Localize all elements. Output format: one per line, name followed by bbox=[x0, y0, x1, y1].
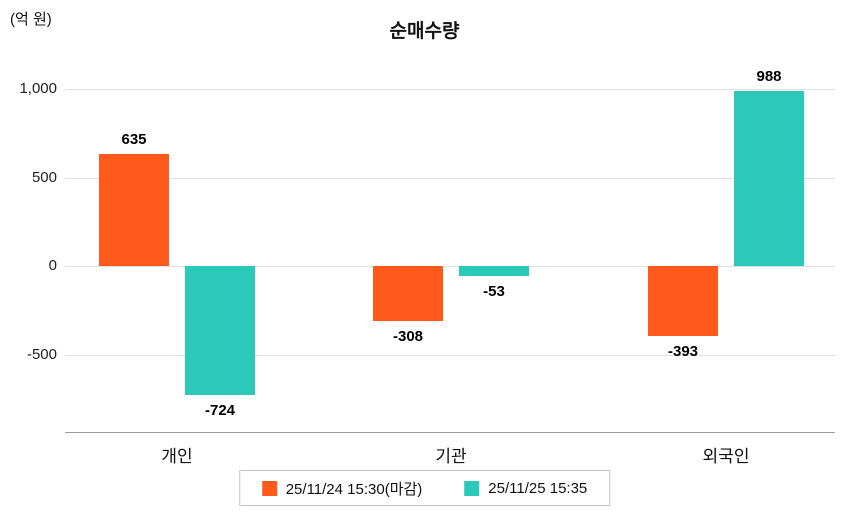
x-axis-label: 개인 bbox=[161, 447, 193, 466]
gridline bbox=[65, 266, 835, 268]
x-axis-label: 기관 bbox=[435, 447, 467, 466]
y-tick-label: -500 bbox=[26, 346, 57, 363]
bar bbox=[99, 153, 169, 267]
legend-item: 25/11/24 15:30(마감) bbox=[261, 478, 423, 499]
y-tick-label: 500 bbox=[31, 168, 57, 186]
bar bbox=[648, 266, 718, 337]
x-axis-label: 외국인 bbox=[702, 447, 750, 466]
y-tick-label: 0 bbox=[48, 257, 57, 275]
y-tick-label: 1,000 bbox=[19, 80, 57, 97]
legend-swatch bbox=[261, 480, 277, 496]
chart-title: 순매수량 bbox=[389, 21, 460, 42]
value-label: -393 bbox=[667, 343, 699, 361]
value-label: -724 bbox=[204, 401, 236, 419]
value-label: -53 bbox=[483, 282, 505, 300]
legend-label: 25/11/25 15:35 bbox=[488, 479, 588, 497]
legend-item: 25/11/25 15:35 bbox=[464, 480, 587, 497]
gridline bbox=[65, 177, 835, 179]
value-label: 635 bbox=[121, 130, 147, 148]
bar bbox=[185, 266, 255, 395]
bar bbox=[734, 91, 804, 267]
legend-label: 25/11/24 15:30(마감) bbox=[285, 480, 423, 498]
bar bbox=[459, 266, 529, 276]
value-label: -308 bbox=[392, 327, 424, 345]
gridline bbox=[65, 355, 835, 356]
y-axis-unit-label: (억 원) bbox=[10, 11, 52, 28]
legend-swatch bbox=[464, 480, 480, 496]
legend: 25/11/24 15:30(마감) 25/11/25 15:35 bbox=[238, 470, 611, 506]
value-label: 988 bbox=[756, 68, 782, 86]
bar bbox=[373, 266, 443, 321]
x-axis-line bbox=[65, 432, 835, 433]
gridline bbox=[65, 89, 835, 90]
